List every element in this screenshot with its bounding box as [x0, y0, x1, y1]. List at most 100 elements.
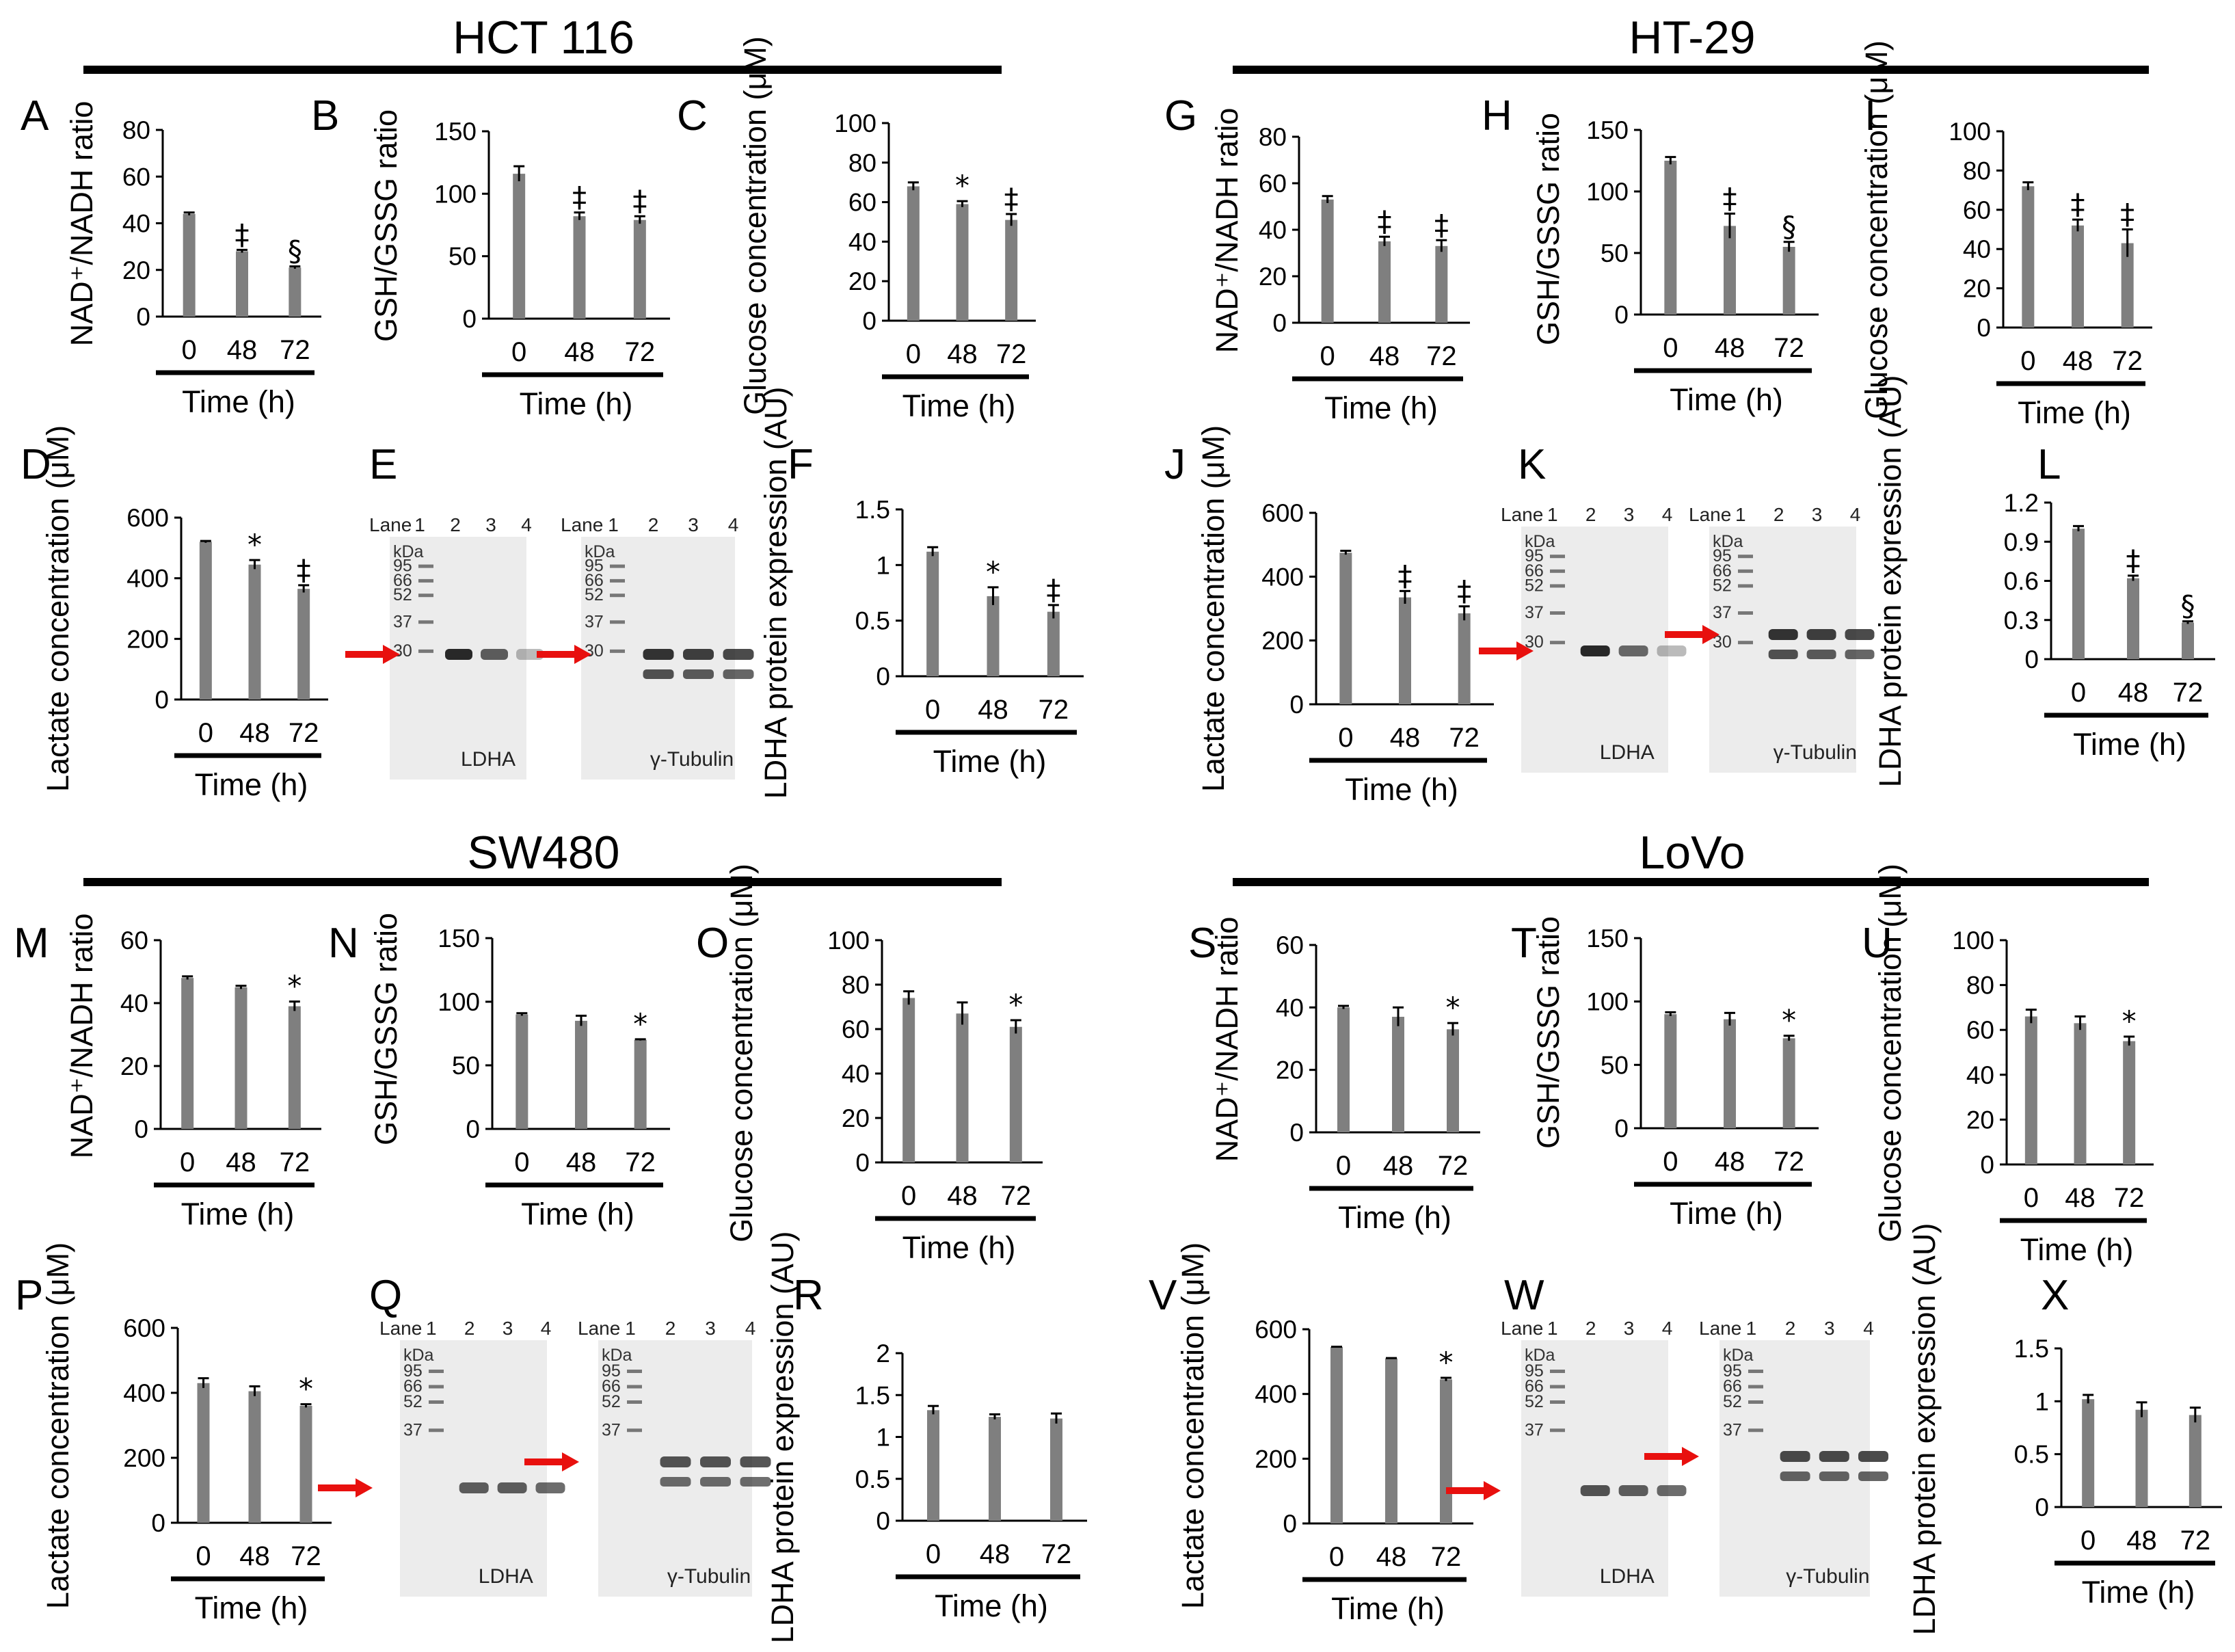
bar-0	[199, 542, 212, 700]
y-tick-label: 80	[1963, 157, 1991, 185]
lane-number: 1	[1735, 504, 1746, 525]
ladder-band	[429, 1385, 444, 1389]
x-tick-label: 72	[1041, 1539, 1072, 1569]
bar-0	[2024, 1016, 2037, 1164]
blot-caption: γ-Tubulin	[650, 748, 734, 771]
y-tick-label: 50	[449, 243, 477, 271]
significance-mark: *	[247, 528, 262, 561]
x-tick-label: 72	[289, 718, 319, 748]
x-tick-label: 0	[2024, 1183, 2039, 1213]
x-tick-label: 48	[1715, 333, 1745, 363]
panel-N: N GSH/GSSG ratio 0 50 100 150 0 48 * 72 Time (h)	[328, 913, 670, 1231]
ladder-marker-label: 66	[602, 1377, 621, 1396]
ladder-band	[1550, 1385, 1565, 1389]
red-arrow-icon	[383, 645, 400, 664]
x-tick-label: 72	[1774, 333, 1804, 363]
y-axis-label: Lactate concentration (μM)	[40, 1242, 75, 1609]
protein-band	[1580, 645, 1610, 656]
y-tick-label: 60	[1966, 1016, 1994, 1044]
ladder-marker-label: 95	[1723, 1361, 1742, 1381]
significance-mark: ‡	[2071, 187, 2085, 221]
panel-letter-O: O	[696, 920, 729, 967]
panel-J: J Lactate concentration (μM) 0 200 400 600 0 ‡ 4…	[1164, 425, 1494, 807]
x-tick-label: 48	[2065, 1183, 2096, 1213]
panel-letter-U: U	[1862, 920, 1892, 967]
ladder-marker-label: 52	[1525, 1392, 1544, 1411]
bar-72	[634, 1039, 647, 1129]
y-tick-label: 0	[2024, 645, 2039, 674]
y-tick-label: 1	[2035, 1387, 2049, 1415]
protein-band	[1618, 1485, 1648, 1496]
significance-mark: §	[288, 235, 302, 268]
bar-48	[1385, 1358, 1397, 1523]
x-axis-label: Time (h)	[2018, 395, 2131, 430]
ladder-band	[627, 1370, 642, 1373]
panel-letter-K: K	[1518, 441, 1546, 488]
lane-number: 1	[414, 514, 425, 535]
y-axis-label: NAD⁺/NADH ratio	[64, 914, 99, 1159]
y-axis-label: GSH/GSSG ratio	[369, 109, 403, 342]
bar-48	[248, 564, 261, 700]
bar-48	[236, 251, 248, 317]
protein-band	[1806, 629, 1836, 640]
lane-number: 3	[485, 514, 496, 535]
bar-0	[1664, 161, 1677, 315]
x-axis-label: Time (h)	[902, 1230, 1016, 1265]
significance-mark: ‡	[1046, 573, 1060, 607]
significance-mark: ‡	[1378, 204, 1392, 238]
y-tick-label: 200	[1261, 627, 1304, 655]
x-tick-label: 0	[180, 1147, 195, 1177]
bar-0	[1321, 199, 1334, 323]
y-tick-label: 60	[120, 927, 148, 955]
ladder-band	[1550, 555, 1565, 559]
ladder-band	[418, 594, 433, 598]
x-tick-label: 72	[2114, 1183, 2145, 1213]
protein-band	[535, 1482, 565, 1493]
bar-72	[1782, 1038, 1795, 1128]
y-tick-label: 50	[1601, 1051, 1629, 1079]
protein-band	[1618, 645, 1648, 656]
y-tick-label: 0.5	[2014, 1441, 2049, 1469]
panel-letter-M: M	[14, 920, 49, 967]
x-tick-label: 0	[1338, 723, 1353, 753]
ladder-marker-label: 37	[1525, 1420, 1544, 1439]
significance-mark: ‡	[235, 217, 250, 251]
x-tick-label: 72	[1774, 1147, 1804, 1177]
y-tick-label: 80	[1966, 972, 1994, 1000]
kda-label: kDa	[585, 542, 615, 561]
y-tick-label: 1.5	[2014, 1335, 2049, 1363]
ladder-band	[610, 564, 625, 568]
y-axis-label: Glucose concentration (μM)	[724, 864, 759, 1242]
ladder-band	[610, 578, 625, 583]
significance-mark: ‡	[1457, 574, 1471, 608]
x-tick-label: 48	[947, 339, 978, 369]
blot-caption: LDHA	[1600, 1565, 1655, 1588]
bar-48	[573, 216, 586, 319]
y-tick-label: 20	[1276, 1056, 1304, 1084]
significance-mark: ‡	[1004, 182, 1019, 215]
ladder-marker-label: 37	[602, 1420, 621, 1439]
bar-0	[907, 186, 920, 321]
ladder-band	[429, 1370, 444, 1373]
panel-letter-E: E	[369, 441, 397, 488]
x-axis-label: Time (h)	[933, 744, 1047, 779]
x-tick-label: 0	[514, 1147, 529, 1177]
lane-number: 2	[665, 1318, 676, 1339]
x-tick-label: 0	[906, 339, 921, 369]
x-tick-label: 0	[1320, 341, 1335, 371]
ladder-band	[1738, 611, 1753, 615]
lane-label: Lane	[369, 514, 412, 535]
bar-72	[1009, 1026, 1022, 1162]
protein-band	[1780, 1451, 1810, 1462]
lane-number: 4	[541, 1318, 552, 1339]
x-axis-label: Time (h)	[1338, 1200, 1451, 1235]
protein-band-secondary	[700, 1477, 731, 1487]
bar-0	[2072, 529, 2085, 659]
y-tick-label: 40	[1276, 994, 1304, 1022]
